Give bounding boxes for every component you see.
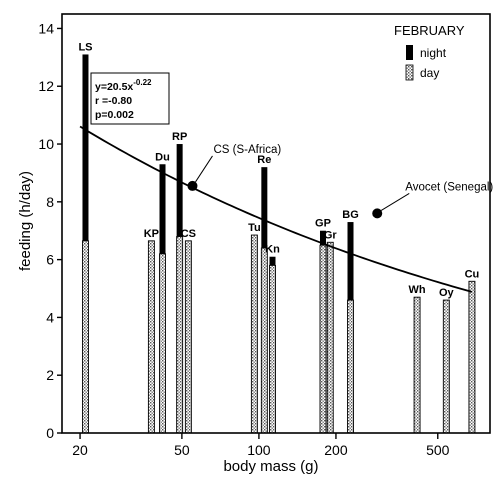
bar-label-Gr: Gr (324, 229, 338, 241)
legend-swatch-day (405, 64, 414, 81)
bar-label-Wh: Wh (409, 284, 426, 296)
bar-night-BG (347, 222, 354, 301)
bar-label-Oy: Oy (439, 287, 455, 299)
point-avocet-senegal (372, 208, 383, 219)
bar-day-RP (176, 236, 184, 434)
legend-title: FEBRUARY (394, 23, 465, 38)
legend-label-night: night (420, 46, 447, 60)
bar-day-CS (184, 240, 192, 434)
fit-equation-exponent: -0.22 (133, 78, 152, 87)
bar-day-GP (319, 244, 327, 434)
bar-label-Kn: Kn (265, 244, 280, 256)
bar-label-GP: GP (315, 218, 331, 230)
leader-avocet-senegal (380, 192, 410, 211)
x-tick-label-100: 100 (247, 442, 271, 458)
y-tick-label-0: 0 (46, 425, 54, 441)
bar-night-RP (176, 144, 183, 237)
y-tick-label-10: 10 (38, 136, 54, 152)
bar-label-BG: BG (342, 209, 359, 221)
fit-p-value: p=0.002 (95, 109, 134, 121)
bar-day-Gr (326, 241, 334, 434)
plot-frame (61, 13, 491, 434)
fit-curve (79, 125, 473, 293)
fit-layer: CS (S-Africa) Avocet (Senegal) (79, 125, 493, 293)
bar-night-GP (319, 230, 326, 246)
bar-day-LS (82, 240, 89, 434)
y-tick-label-6: 6 (46, 252, 54, 268)
leader-cs-s-africa (195, 155, 213, 183)
y-tick-label-2: 2 (46, 367, 54, 383)
point-cs-s-africa (187, 180, 198, 191)
bar-label-Cu: Cu (465, 268, 480, 280)
bar-day-Du (159, 253, 166, 434)
bar-day-BG (347, 299, 354, 434)
fit-r-value: r =-0.80 (95, 95, 132, 107)
bar-night-LS (82, 54, 89, 241)
bar-night-Kn (269, 256, 276, 266)
bar-night-Re (261, 167, 268, 249)
annotation-avocet-senegal: Avocet (Senegal) (405, 181, 493, 193)
bar-day-Oy (442, 299, 450, 434)
bar-label-Du: Du (155, 151, 170, 163)
bar-label-Re: Re (257, 154, 271, 166)
y-tick-label-8: 8 (46, 194, 54, 210)
bar-label-LS: LS (78, 41, 92, 53)
bar-day-Tu (250, 234, 258, 434)
bar-label-KP: KP (144, 228, 159, 240)
bar-label-CS: CS (181, 228, 196, 240)
bar-day-Wh (413, 296, 421, 434)
bar-label-RP: RP (172, 131, 187, 143)
bar-day-Cu (468, 280, 476, 434)
legend: FEBRUARY night day (394, 23, 465, 81)
bar-day-Kn (269, 264, 276, 434)
fit-stats-frame (90, 72, 170, 125)
x-axis-title: body mass (g) (223, 458, 318, 475)
fit-stats-box: y=20.5x-0.22 r =-0.80 p=0.002 (90, 72, 170, 125)
x-tick-label-200: 200 (324, 442, 348, 458)
legend-swatch-night (406, 45, 413, 60)
annotation-cs-s-africa: CS (S-Africa) (213, 144, 281, 156)
axes-layer: 0 2 4 6 8 10 12 14 20 50 100 200 500 (38, 20, 449, 458)
x-tick-label-500: 500 (426, 442, 450, 458)
fit-equation-base: y=20.5x (95, 81, 133, 93)
y-tick-label-4: 4 (46, 309, 54, 325)
bar-label-Tu: Tu (248, 222, 261, 234)
bar-day-KP (147, 240, 155, 434)
legend-label-day: day (420, 66, 439, 80)
x-tick-label-20: 20 (72, 442, 88, 458)
y-axis-title: feeding (h/day) (17, 171, 34, 271)
bar-day-Re (260, 247, 268, 434)
bar-night-Du (159, 164, 166, 254)
x-tick-label-50: 50 (174, 442, 190, 458)
y-tick-label-12: 12 (38, 78, 54, 94)
fit-equation: y=20.5x-0.22 (95, 78, 152, 93)
y-tick-label-14: 14 (38, 20, 54, 36)
